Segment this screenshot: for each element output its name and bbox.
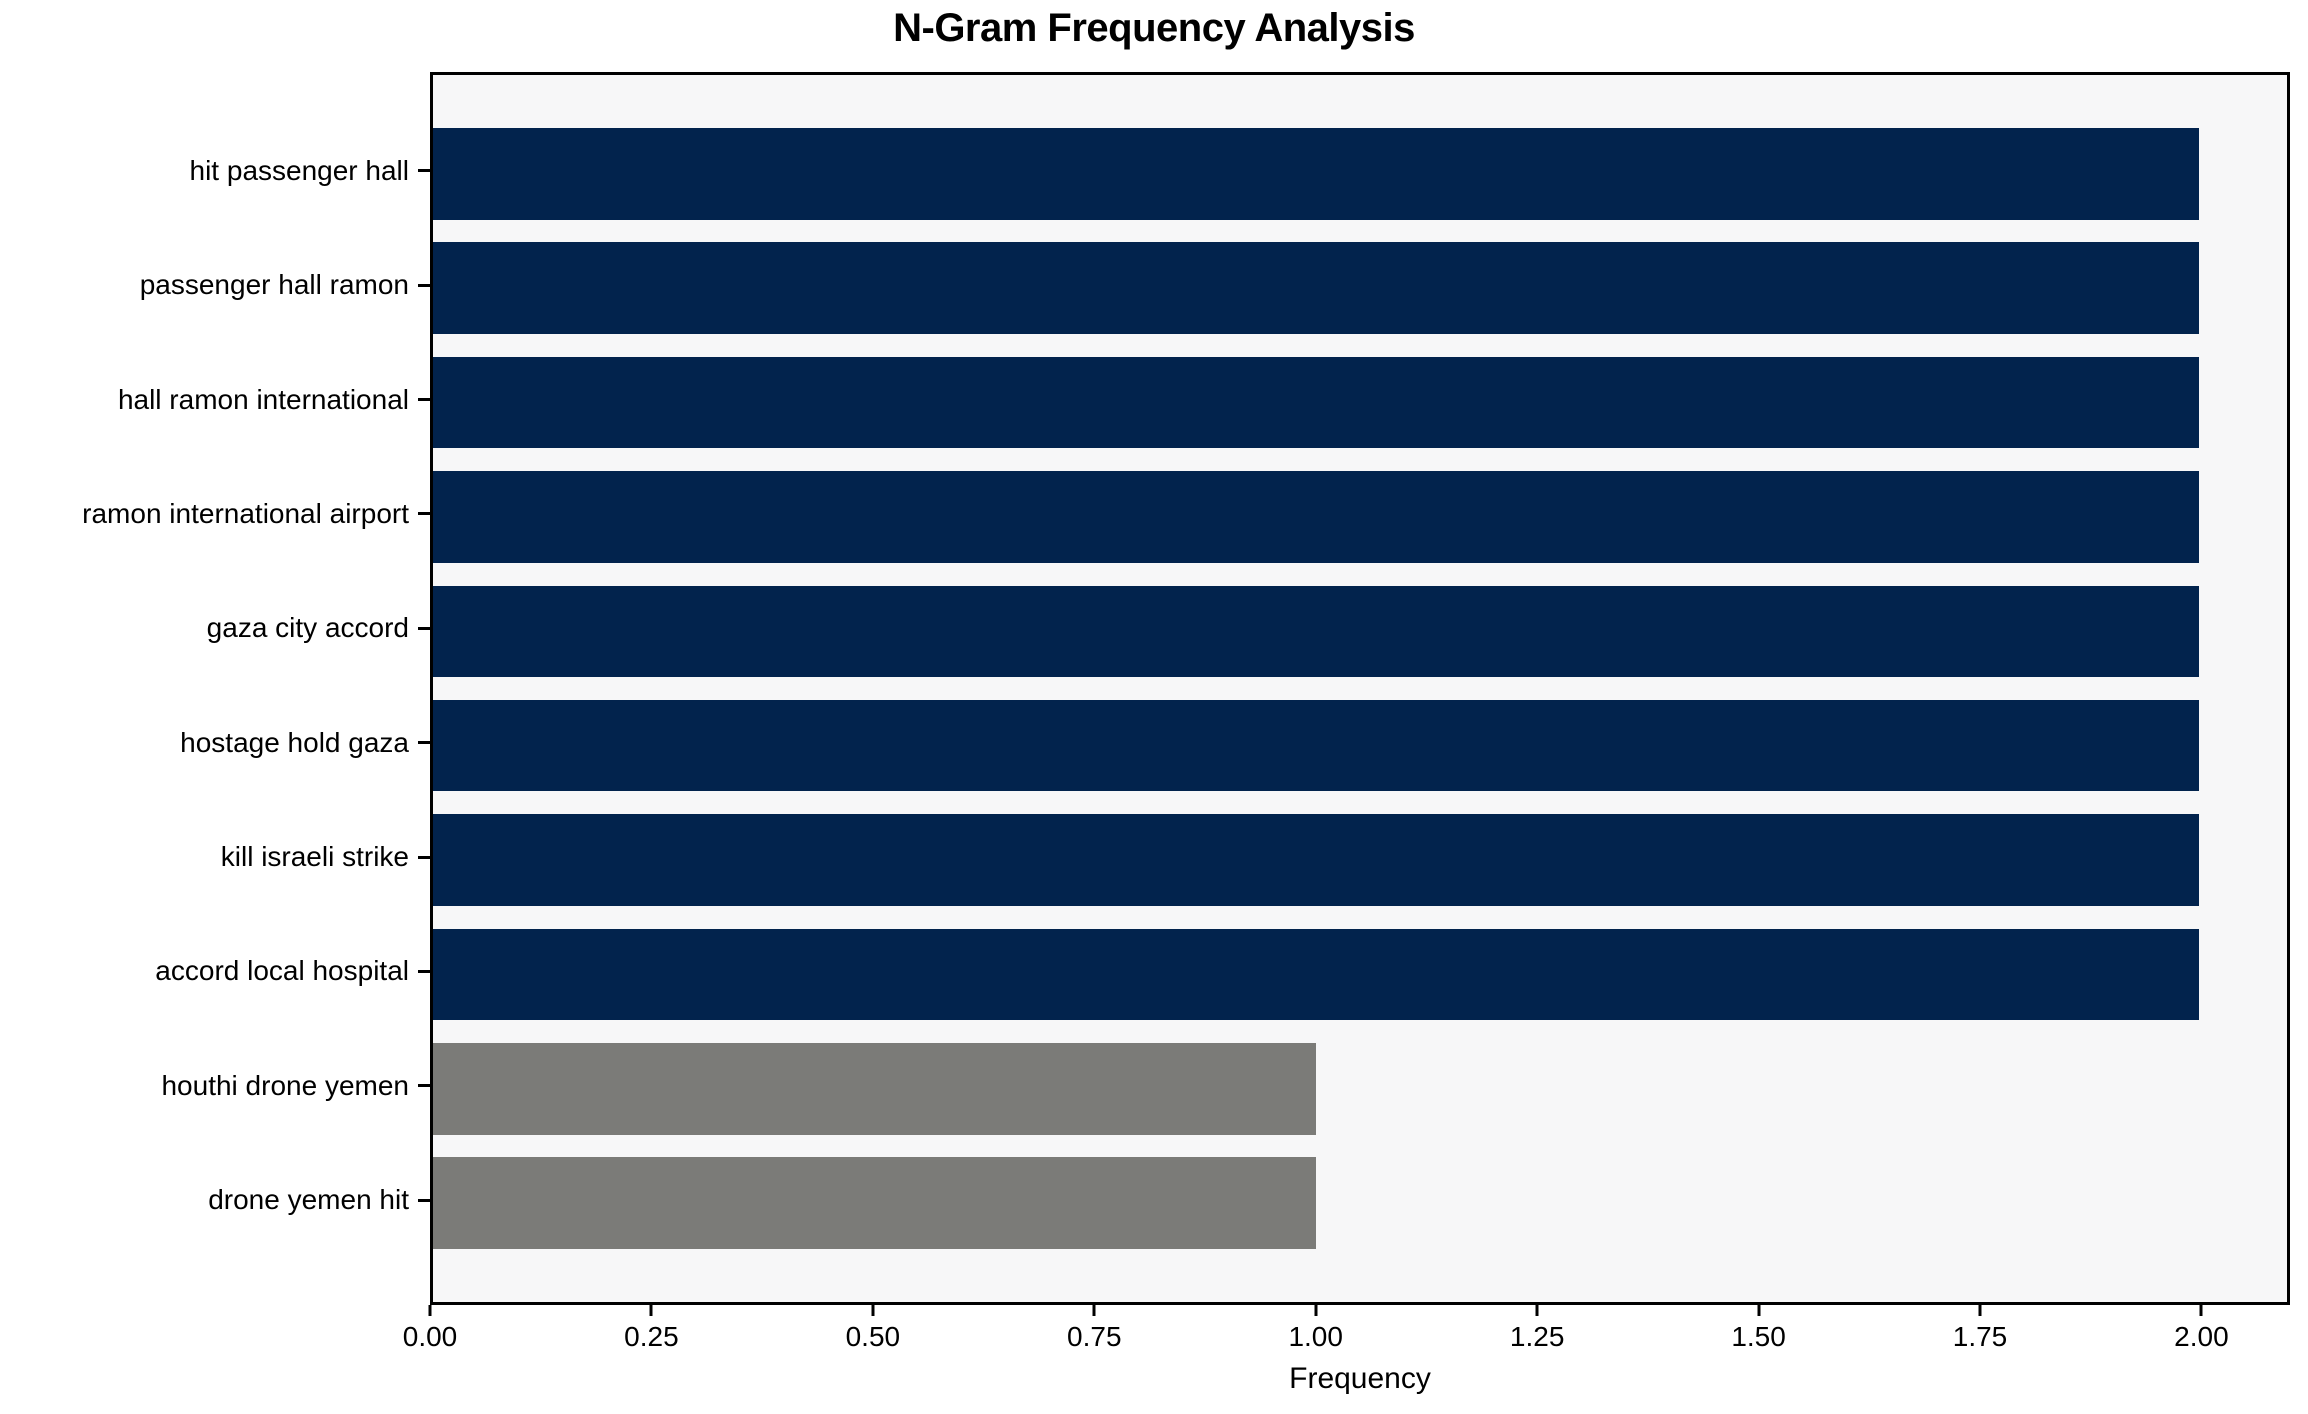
x-tick-mark (1092, 1305, 1096, 1316)
x-tick-label: 0.50 (845, 1321, 901, 1352)
bar (433, 814, 2199, 906)
x-tick-mark (1314, 1305, 1318, 1316)
y-tick-row: kill israeli strike (0, 811, 430, 903)
x-tick-label: 0.75 (1067, 1321, 1122, 1352)
x-tick-mark (871, 1305, 875, 1316)
y-tick-mark (418, 512, 430, 516)
x-tick-mark (2199, 1305, 2203, 1316)
y-tick-row: hostage hold gaza (0, 697, 430, 789)
bar (433, 242, 2199, 334)
x-axis: 0.00 0.25 0.50 0.75 1.00 1.25 1.50 1.75 2.00 (403, 1305, 2290, 1365)
y-tick-mark (418, 626, 430, 630)
x-tick-label: 1.00 (1288, 1321, 1343, 1352)
x-tick-mark (1757, 1305, 1761, 1316)
bar (433, 1043, 1316, 1135)
x-tick-mark (428, 1305, 432, 1316)
y-tick-label: accord local hospital (155, 955, 409, 987)
x-tick-mark (1535, 1305, 1539, 1316)
x-tick-label: 1.50 (1731, 1321, 1786, 1352)
y-tick-row: hall ramon international (0, 354, 430, 446)
bar (433, 128, 2199, 220)
y-tick-label: hall ramon international (117, 383, 409, 415)
x-tick-mark (1978, 1305, 1982, 1316)
y-tick-mark (418, 1198, 430, 1202)
x-tick-label: 2.00 (2174, 1321, 2229, 1352)
y-tick-mark (418, 855, 430, 859)
y-tick-row: passenger hall ramon (0, 239, 430, 331)
y-tick-mark (418, 741, 430, 745)
y-tick-label: drone yemen hit (208, 1184, 409, 1216)
x-tick-label: 1.75 (1952, 1321, 2008, 1352)
y-tick-mark (418, 169, 430, 173)
x-tick-label: 0.25 (624, 1321, 679, 1352)
y-tick-mark (418, 1084, 430, 1088)
y-tick-label: ramon international airport (82, 497, 409, 529)
x-tick-mark (649, 1305, 653, 1316)
bar (433, 356, 2199, 449)
y-tick-row: ramon international airport (0, 468, 430, 560)
y-tick-label: passenger hall ramon (139, 269, 409, 301)
bar (433, 1157, 1316, 1249)
bar (433, 471, 2199, 563)
y-tick-row: hit passenger hall (0, 125, 430, 217)
y-tick-label: houthi drone yemen (161, 1069, 409, 1101)
y-tick-row: drone yemen hit (0, 1154, 430, 1246)
y-axis: hit passenger hall passenger hall ramon ha… (0, 72, 430, 1305)
plot-area (430, 72, 2290, 1305)
x-tick-label: 1.25 (1509, 1321, 1565, 1352)
bar (433, 699, 2199, 792)
y-tick-mark (418, 969, 430, 973)
bar (433, 928, 2199, 1021)
bar (433, 585, 2199, 678)
y-tick-label: kill israeli strike (220, 841, 409, 873)
chart-title: N-Gram Frequency Analysis (893, 6, 1415, 50)
y-tick-row: accord local hospital (0, 926, 430, 1018)
y-tick-row: gaza city accord (0, 583, 430, 675)
y-tick-label: hit passenger hall (189, 154, 409, 186)
x-axis-label: Frequency (1289, 1362, 1431, 1395)
y-tick-label: hostage hold gaza (180, 726, 409, 758)
y-tick-mark (418, 398, 430, 401)
y-tick-row: houthi drone yemen (0, 1040, 430, 1132)
x-tick-label: 0.00 (402, 1321, 458, 1352)
y-tick-label: gaza city accord (206, 612, 409, 644)
y-tick-mark (418, 283, 430, 287)
